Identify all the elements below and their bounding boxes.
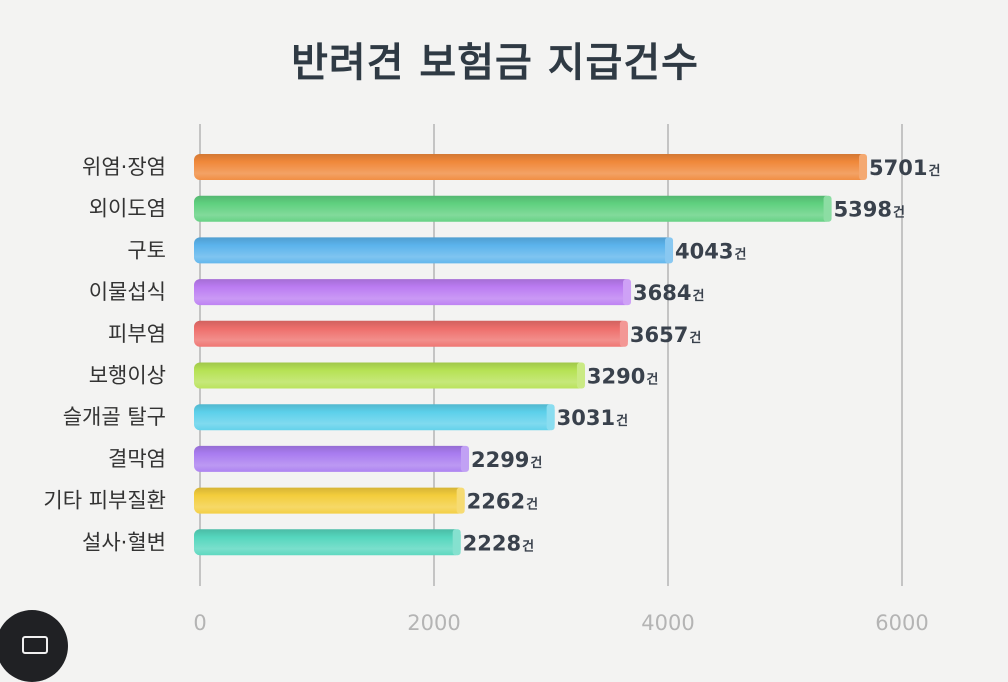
bar — [194, 279, 632, 306]
category-label: 기타 피부질환 — [43, 489, 166, 513]
chart-title: 반려견 보험금 지급건수 — [291, 40, 699, 86]
value-label: 3657건 — [630, 323, 701, 347]
camera-icon — [22, 636, 48, 654]
bar — [194, 362, 585, 389]
category-label: 피부염 — [108, 322, 166, 346]
value-label: 5701건 — [869, 156, 940, 180]
value-label: 2262건 — [467, 490, 538, 514]
category-label: 설사·혈변 — [82, 530, 166, 554]
category-label: 보행이상 — [89, 364, 166, 388]
bar-end-cap — [546, 404, 555, 431]
value-label: 3031건 — [557, 406, 628, 430]
value-label: 4043건 — [675, 239, 746, 263]
bar-end-cap — [576, 362, 585, 389]
bar — [194, 487, 465, 514]
category-label: 이물섭식 — [89, 280, 166, 304]
value-label: 5398건 — [834, 198, 905, 222]
bar — [194, 237, 674, 264]
bar — [194, 320, 628, 347]
bar-end-cap — [619, 320, 628, 347]
category-label: 외이도염 — [89, 197, 166, 221]
bar-end-cap — [823, 195, 832, 222]
value-label: 3290건 — [587, 365, 658, 389]
category-label: 위염·장염 — [82, 155, 166, 179]
category-label: 구토 — [127, 238, 166, 262]
bar-end-cap — [859, 154, 868, 180]
bar — [194, 195, 832, 222]
bar — [194, 154, 868, 180]
bar — [194, 445, 469, 472]
bar-end-cap — [452, 529, 461, 556]
bar-end-cap — [665, 237, 674, 264]
x-tick-label: 4000 — [641, 611, 694, 635]
x-tick-label: 2000 — [407, 611, 460, 635]
value-label: 2228건 — [463, 531, 534, 555]
bar-end-cap — [456, 487, 465, 514]
value-label: 2299건 — [471, 448, 542, 472]
bar-end-cap — [460, 445, 469, 472]
x-tick-label: 0 — [193, 611, 206, 635]
category-label: 결막염 — [108, 447, 166, 471]
value-label: 3684건 — [633, 281, 704, 305]
bar — [194, 529, 461, 556]
x-tick-label: 6000 — [875, 611, 928, 635]
bar — [194, 404, 555, 431]
bar-end-cap — [623, 279, 632, 306]
category-label: 슬개골 탈구 — [63, 405, 166, 429]
